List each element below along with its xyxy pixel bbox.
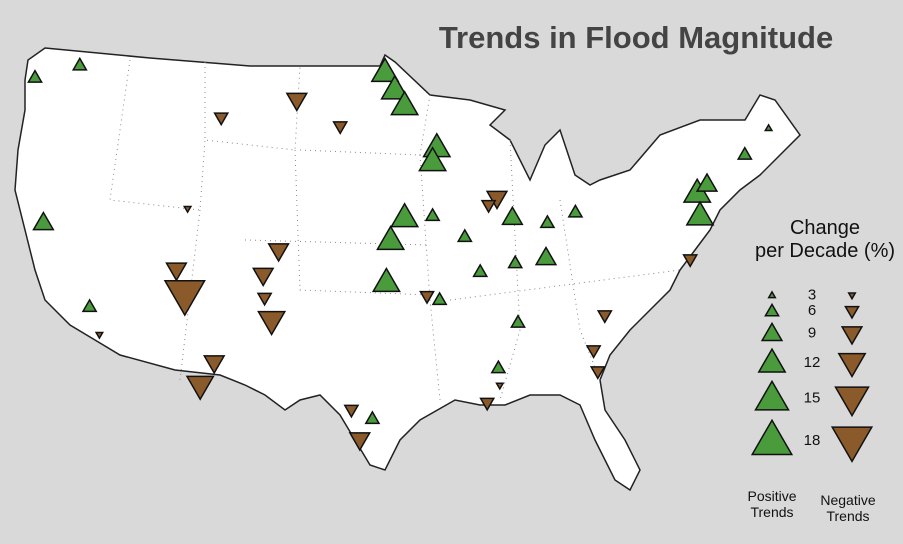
legend-title-line: Change — [789, 217, 861, 239]
positive-trend — [431, 291, 448, 306]
negative-trend — [165, 262, 188, 282]
positive-trend — [364, 410, 381, 425]
positive-label: Positive Trends — [732, 488, 812, 520]
positive-trend — [764, 123, 774, 132]
legend-value: 3 — [808, 286, 816, 303]
negative-trend — [163, 280, 206, 317]
negative-trend — [332, 121, 349, 135]
positive-trend — [695, 172, 719, 192]
positive-trend — [81, 298, 98, 313]
positive-trend — [380, 74, 410, 100]
positive-trend — [424, 207, 441, 222]
negative-trend — [419, 290, 435, 305]
negative-trend — [480, 199, 497, 214]
legend-negative — [847, 292, 857, 301]
negative-trend — [203, 355, 226, 375]
negative-trend — [596, 310, 613, 324]
negative-trend — [495, 382, 505, 391]
negative-trend — [585, 345, 602, 359]
legend-title-line: per Decade (%) — [754, 240, 896, 262]
legend-positive — [760, 321, 784, 342]
positive-trend — [472, 263, 489, 278]
legend-negative — [844, 305, 860, 320]
legend-title: Change per Decade (%) — [740, 217, 903, 263]
negative-trend — [682, 254, 699, 268]
label-line: Trends — [826, 508, 870, 525]
legend-positive — [750, 418, 794, 456]
legend-positive — [757, 347, 787, 373]
positive-trend — [490, 359, 507, 374]
legend-positive — [767, 290, 777, 299]
positive-trend — [567, 203, 584, 218]
positive-trend — [390, 202, 420, 228]
positive-trend — [736, 146, 753, 160]
positive-trend — [685, 200, 715, 226]
positive-trend — [32, 210, 55, 231]
legend-value: 18 — [804, 432, 821, 449]
negative-trend — [479, 397, 496, 412]
legend-negative — [840, 326, 864, 346]
legend-negative — [837, 352, 867, 379]
negative-trend — [183, 205, 193, 214]
label-line: Trends — [750, 504, 794, 521]
positive-trend — [501, 205, 524, 226]
label-line: Positive — [747, 488, 797, 504]
title: Trends in Flood Magnitude — [439, 20, 833, 55]
positive-trend — [376, 225, 406, 251]
legend-value: 12 — [804, 354, 821, 371]
negative-trend — [257, 310, 287, 336]
positive-trend — [27, 69, 43, 83]
legend-value: 6 — [808, 302, 816, 319]
negative-label: Negative Trends — [808, 492, 888, 524]
negative-trend — [267, 243, 290, 263]
us-outline — [14, 47, 801, 492]
legend-value: 15 — [804, 389, 821, 406]
negative-trend — [252, 267, 275, 288]
positive-trend — [507, 254, 524, 269]
negative-trend — [285, 92, 308, 113]
legend-positive — [754, 379, 790, 411]
positive-trend — [418, 146, 448, 172]
positive-trend — [456, 228, 473, 243]
legend-value: 9 — [808, 325, 816, 342]
positive-trend — [510, 314, 526, 328]
positive-trend — [390, 90, 420, 116]
legend-positive — [764, 302, 780, 317]
negative-trend — [343, 404, 360, 419]
negative-trend — [185, 375, 215, 401]
legend-negative — [830, 426, 874, 463]
legend-negative — [834, 386, 870, 418]
positive-trend — [370, 57, 400, 83]
negative-trend — [256, 292, 273, 307]
negative-trend — [213, 112, 230, 127]
positive-trend — [371, 267, 401, 293]
positive-trend — [534, 245, 558, 266]
label-line: Negative — [820, 492, 876, 508]
positive-trend — [539, 214, 556, 229]
negative-trend — [589, 366, 606, 380]
positive-trend — [71, 56, 88, 71]
negative-trend — [348, 432, 371, 452]
negative-trend — [94, 331, 104, 340]
